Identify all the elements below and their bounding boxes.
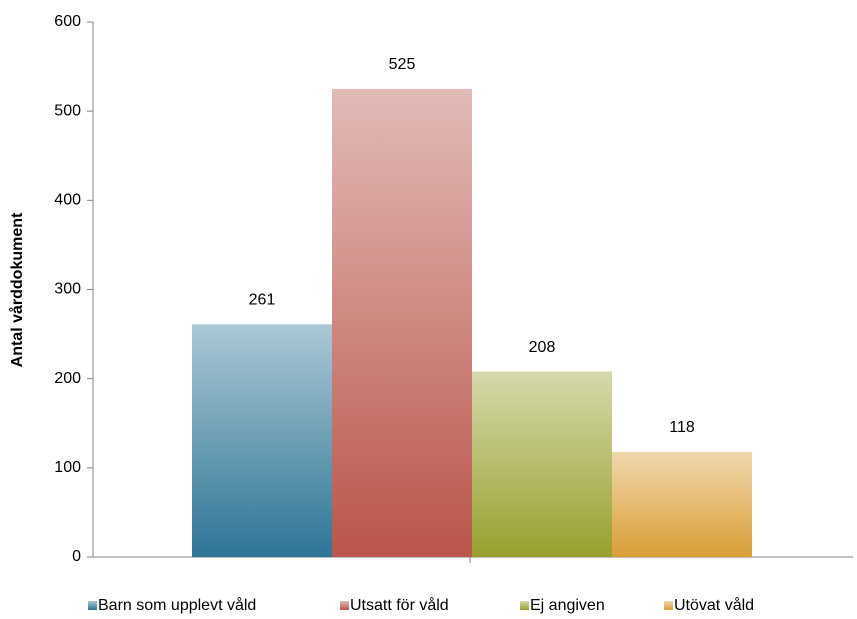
y-tick-label: 200 [54,370,81,387]
bar [472,371,612,557]
legend-label: Utsatt för våld [350,596,449,614]
legend-label: Ej angiven [530,597,605,614]
y-tick-label: 0 [72,548,81,565]
legend-marker [664,601,673,610]
bar [332,88,472,557]
y-tick-label: 600 [54,13,81,30]
legend-marker [88,601,97,610]
data-label: 208 [529,339,556,356]
data-label: 261 [249,291,276,308]
bar [192,324,332,557]
data-label: 118 [669,419,695,436]
bar [612,451,752,557]
legend-marker [340,601,349,610]
legend-marker [520,601,529,610]
legend-label: Utövat våld [674,596,754,614]
y-tick-label: 400 [54,192,81,209]
y-tick-label: 500 [54,102,81,119]
y-axis-label: Antal vårddokument [8,212,26,367]
y-tick-label: 300 [54,281,81,298]
y-tick-label: 100 [54,459,81,476]
data-label: 525 [389,56,416,73]
legend-label: Barn som upplevt våld [98,596,256,614]
